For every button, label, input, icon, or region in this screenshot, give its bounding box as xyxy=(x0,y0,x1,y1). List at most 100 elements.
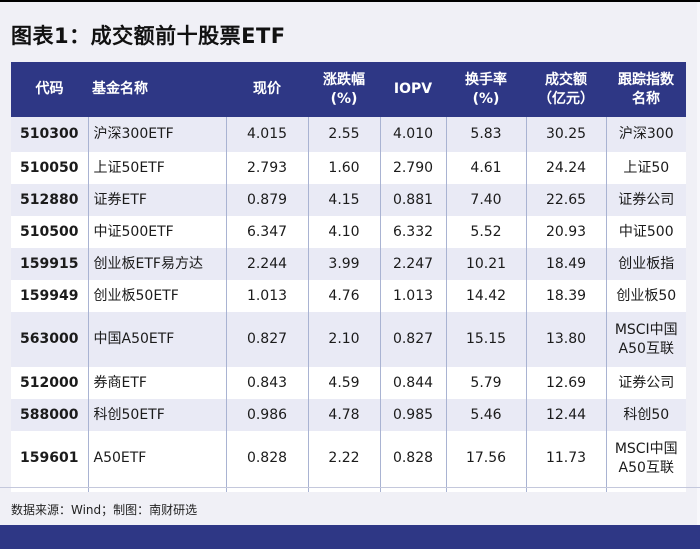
cell-iopv: 0.828 xyxy=(379,431,446,492)
cell-code: 512000 xyxy=(11,367,88,399)
bottom-bar xyxy=(0,525,700,549)
header-iopv: IOPV xyxy=(380,62,446,117)
cell-code: 510300 xyxy=(11,117,88,152)
figure-title: 图表1：成交额前十股票ETF xyxy=(11,24,286,48)
cell-price: 1.013 xyxy=(225,280,308,312)
table-row: 512880 证券ETF 0.879 4.15 0.881 7.40 22.65… xyxy=(11,184,686,216)
table-row: 510500 中证500ETF 6.347 4.10 6.332 5.52 20… xyxy=(11,216,686,248)
cell-iopv: 0.985 xyxy=(379,399,446,431)
cell-fund-name: 科创50ETF xyxy=(87,399,226,431)
table-header-row: 代码 基金名称 现价 涨跌幅 (%) IOPV 换手率 (%) 成交额 （亿元） 跟踪… xyxy=(11,62,686,117)
cell-change: 4.15 xyxy=(307,184,380,216)
cell-turnover: 5.79 xyxy=(445,367,526,399)
cell-code: 588000 xyxy=(11,399,88,431)
cell-turnover: 14.42 xyxy=(445,280,526,312)
cell-change: 4.59 xyxy=(307,367,380,399)
cell-price: 0.828 xyxy=(225,431,308,492)
cell-volume: 22.65 xyxy=(525,184,606,216)
cell-turnover: 5.83 xyxy=(445,117,526,152)
cell-change: 2.10 xyxy=(307,312,380,367)
cell-index: 创业板50 xyxy=(605,280,686,312)
cell-turnover: 15.15 xyxy=(445,312,526,367)
table-row: 588000 科创50ETF 0.986 4.78 0.985 5.46 12.… xyxy=(11,399,686,431)
cell-code: 510050 xyxy=(11,152,88,184)
header-volume: 成交额 （亿元） xyxy=(526,62,606,117)
cell-iopv: 2.247 xyxy=(379,248,446,280)
cell-change: 2.22 xyxy=(307,431,380,492)
header-code: 代码 xyxy=(11,62,88,117)
right-edge xyxy=(697,2,700,525)
header-price: 现价 xyxy=(226,62,308,117)
cell-turnover: 4.61 xyxy=(445,152,526,184)
cell-index: 上证50 xyxy=(605,152,686,184)
table-row: 159949 创业板50ETF 1.013 4.76 1.013 14.42 1… xyxy=(11,280,686,312)
cell-index: MSCI中国 A50互联 xyxy=(605,431,686,492)
cell-index: MSCI中国 A50互联 xyxy=(605,312,686,367)
cell-volume: 18.39 xyxy=(525,280,606,312)
table-row: 510050 上证50ETF 2.793 1.60 2.790 4.61 24.… xyxy=(11,152,686,184)
header-change: 涨跌幅 (%) xyxy=(308,62,380,117)
cell-turnover: 5.46 xyxy=(445,399,526,431)
cell-volume: 13.80 xyxy=(525,312,606,367)
cell-volume: 30.25 xyxy=(525,117,606,152)
cell-iopv: 4.010 xyxy=(379,117,446,152)
cell-turnover: 7.40 xyxy=(445,184,526,216)
cell-turnover: 17.56 xyxy=(445,431,526,492)
cell-code: 563000 xyxy=(11,312,88,367)
cell-change: 3.99 xyxy=(307,248,380,280)
top-border xyxy=(0,0,700,2)
cell-index: 中证500 xyxy=(605,216,686,248)
cell-volume: 20.93 xyxy=(525,216,606,248)
etf-table: 代码 基金名称 现价 涨跌幅 (%) IOPV 换手率 (%) 成交额 （亿元） 跟踪… xyxy=(11,62,686,492)
cell-fund-name: 中证500ETF xyxy=(87,216,226,248)
table-row: 563000 中国A50ETF 0.827 2.10 0.827 15.15 1… xyxy=(11,312,686,367)
cell-fund-name: 证券ETF xyxy=(87,184,226,216)
cell-code: 512880 xyxy=(11,184,88,216)
cell-price: 6.347 xyxy=(225,216,308,248)
cell-index: 证券公司 xyxy=(605,184,686,216)
cell-code: 510500 xyxy=(11,216,88,248)
table-row: 159915 创业板ETF易方达 2.244 3.99 2.247 10.21 … xyxy=(11,248,686,280)
cell-code: 159601 xyxy=(11,431,88,492)
cell-iopv: 0.827 xyxy=(379,312,446,367)
cell-price: 4.015 xyxy=(225,117,308,152)
cell-index: 科创50 xyxy=(605,399,686,431)
cell-fund-name: 券商ETF xyxy=(87,367,226,399)
cell-change: 4.10 xyxy=(307,216,380,248)
source-note: 数据来源：Wind；制图：南财研选 xyxy=(11,503,198,517)
header-turnover: 换手率 (%) xyxy=(446,62,526,117)
cell-index: 创业板指 xyxy=(605,248,686,280)
cell-price: 2.793 xyxy=(225,152,308,184)
cell-code: 159949 xyxy=(11,280,88,312)
cell-fund-name: A50ETF xyxy=(87,431,226,492)
table-row: 510300 沪深300ETF 4.015 2.55 4.010 5.83 30… xyxy=(11,117,686,152)
cell-price: 0.843 xyxy=(225,367,308,399)
cell-volume: 12.69 xyxy=(525,367,606,399)
cell-fund-name: 创业板ETF易方达 xyxy=(87,248,226,280)
footer-divider xyxy=(0,487,700,488)
cell-turnover: 5.52 xyxy=(445,216,526,248)
cell-iopv: 1.013 xyxy=(379,280,446,312)
cell-volume: 11.73 xyxy=(525,431,606,492)
cell-price: 0.986 xyxy=(225,399,308,431)
cell-price: 0.879 xyxy=(225,184,308,216)
cell-price: 2.244 xyxy=(225,248,308,280)
cell-change: 4.76 xyxy=(307,280,380,312)
cell-fund-name: 上证50ETF xyxy=(87,152,226,184)
cell-change: 2.55 xyxy=(307,117,380,152)
header-index: 跟踪指数 名称 xyxy=(606,62,686,117)
cell-iopv: 6.332 xyxy=(379,216,446,248)
cell-volume: 24.24 xyxy=(525,152,606,184)
cell-volume: 18.49 xyxy=(525,248,606,280)
cell-fund-name: 中国A50ETF xyxy=(87,312,226,367)
cell-change: 1.60 xyxy=(307,152,380,184)
cell-fund-name: 沪深300ETF xyxy=(87,117,226,152)
cell-iopv: 0.881 xyxy=(379,184,446,216)
header-fund-name: 基金名称 xyxy=(88,62,226,117)
cell-price: 0.827 xyxy=(225,312,308,367)
cell-fund-name: 创业板50ETF xyxy=(87,280,226,312)
cell-change: 4.78 xyxy=(307,399,380,431)
table-row: 512000 券商ETF 0.843 4.59 0.844 5.79 12.69… xyxy=(11,367,686,399)
cell-iopv: 0.844 xyxy=(379,367,446,399)
cell-volume: 12.44 xyxy=(525,399,606,431)
